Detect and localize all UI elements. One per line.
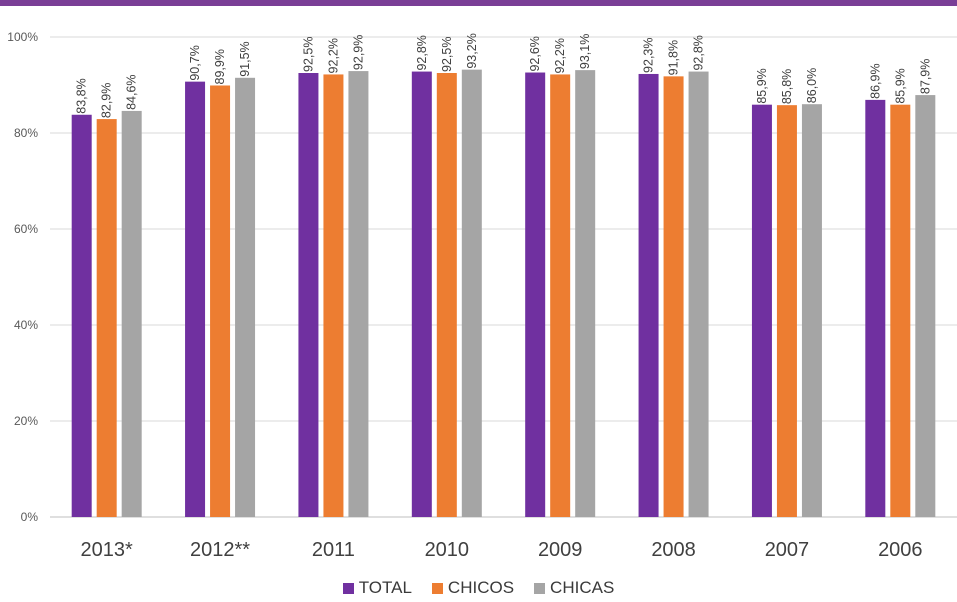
- data-label: 92,2%: [326, 38, 340, 73]
- data-label: 90,7%: [188, 45, 202, 80]
- data-label: 83,8%: [75, 78, 89, 113]
- bar-chicas-2: [348, 71, 369, 517]
- data-label: 86,9%: [868, 63, 882, 98]
- bar-chicas-5: [688, 71, 709, 517]
- data-label: 92,9%: [351, 35, 365, 70]
- bar-total-7: [865, 99, 886, 517]
- x-category-label: 2013*: [81, 539, 133, 561]
- data-label: 93,2%: [465, 33, 479, 68]
- bar-chicos-0: [96, 119, 117, 517]
- data-label: 84,6%: [125, 74, 139, 109]
- data-label: 86,0%: [805, 68, 819, 103]
- data-label: 91,8%: [667, 40, 681, 75]
- bar-total-5: [638, 73, 659, 518]
- data-label: 93,1%: [578, 34, 592, 69]
- data-label: 87,9%: [918, 59, 932, 94]
- legend-swatch: [431, 582, 443, 594]
- bar-chicos-3: [436, 73, 457, 517]
- data-label: 92,6%: [528, 36, 542, 71]
- y-tick-label: 80%: [14, 126, 38, 140]
- bar-chicos-2: [323, 74, 344, 517]
- bar-chicos-4: [550, 74, 571, 517]
- x-category-label: 2007: [765, 539, 810, 561]
- bar-chicas-3: [461, 69, 482, 517]
- y-tick-label: 100%: [7, 30, 38, 44]
- bar-total-6: [751, 104, 772, 518]
- data-label: 89,9%: [213, 49, 227, 84]
- x-category-label: 2006: [878, 539, 923, 561]
- legend-item-chicos: CHICOS: [431, 578, 515, 598]
- data-label: 91,5%: [238, 41, 252, 76]
- data-label: 85,9%: [893, 68, 907, 103]
- data-label: 92,3%: [642, 38, 656, 73]
- y-tick-label: 0%: [21, 510, 39, 524]
- bar-chicos-7: [890, 104, 911, 518]
- data-label: 82,9%: [100, 83, 114, 118]
- bar-chicos-5: [663, 76, 684, 518]
- y-tick-label: 40%: [14, 318, 38, 332]
- y-tick-label: 20%: [14, 414, 38, 428]
- bar-chicas-1: [235, 77, 256, 518]
- data-label: 92,5%: [440, 37, 454, 72]
- x-category-label: 2008: [651, 539, 696, 561]
- bar-chicos-1: [210, 85, 231, 517]
- legend-label: CHICOS: [447, 578, 515, 597]
- legend-item-total: TOTAL: [342, 578, 412, 598]
- data-label: 92,8%: [415, 35, 429, 70]
- data-label: 92,2%: [553, 38, 567, 73]
- bar-total-1: [185, 81, 206, 517]
- y-tick-label: 60%: [14, 222, 38, 236]
- legend-swatch: [342, 582, 354, 594]
- x-category-label: 2011: [312, 539, 355, 561]
- x-category-label: 2012**: [190, 539, 250, 561]
- bar-chicos-6: [776, 105, 797, 517]
- bar-total-4: [525, 72, 546, 518]
- data-label: 92,5%: [301, 37, 315, 72]
- bar-total-2: [298, 73, 319, 517]
- legend-swatch: [534, 582, 546, 594]
- legend-label: TOTAL: [358, 578, 412, 597]
- data-label: 85,9%: [755, 68, 769, 103]
- bar-chicas-4: [575, 70, 596, 518]
- bar-total-3: [411, 71, 432, 517]
- legend-label: CHICAS: [550, 578, 615, 597]
- bar-chart: 0% 20% 40% 60% 80% 100% 83,8% 82,9% 84,6% 2013* 90…: [7, 30, 957, 561]
- data-label: 92,8%: [692, 35, 706, 70]
- bar-total-0: [71, 114, 92, 517]
- x-category-label: 2009: [538, 539, 583, 561]
- legend-item-chicas: CHICAS: [534, 578, 614, 598]
- x-category-label: 2010: [425, 539, 470, 561]
- legend: TOTAL CHICOS CHICAS: [0, 574, 957, 602]
- data-label: 85,8%: [780, 69, 794, 104]
- bar-chicas-0: [121, 110, 142, 518]
- bar-chicas-7: [915, 95, 936, 517]
- bar-chicas-6: [801, 104, 822, 517]
- top-accent-rule: [0, 0, 957, 6]
